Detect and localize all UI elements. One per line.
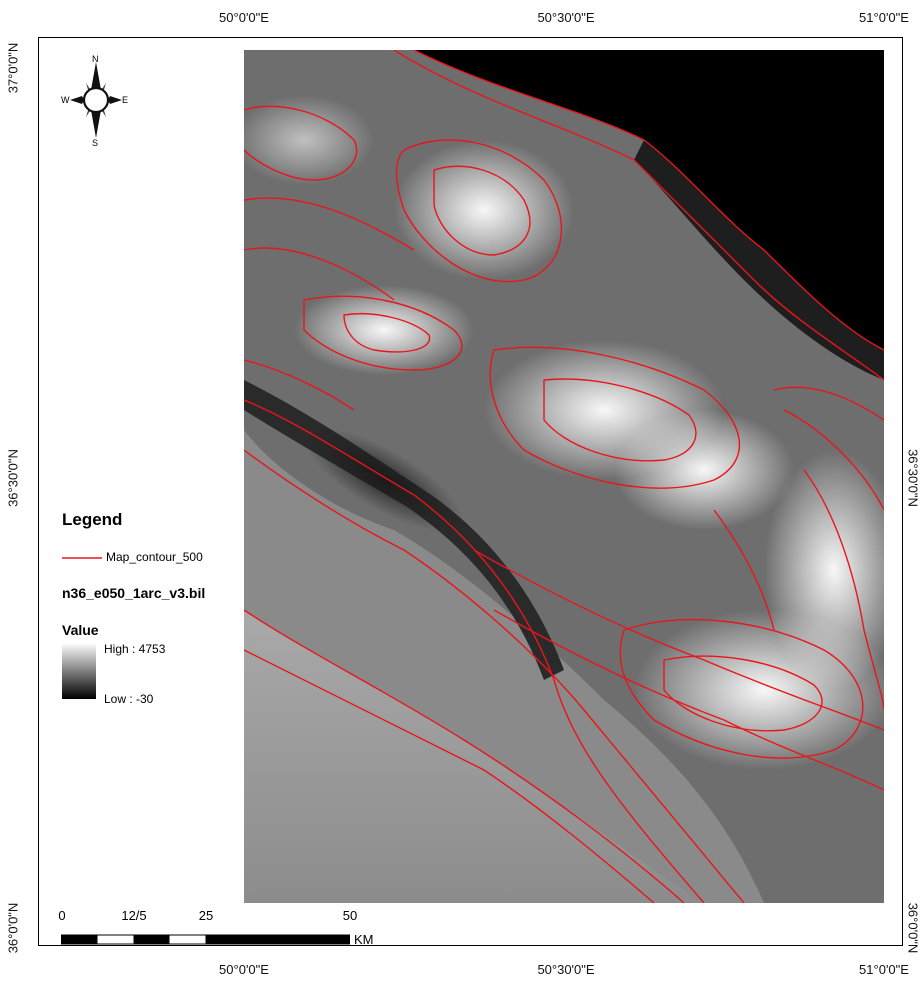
coord-top-2: 50°30'0"E <box>537 10 595 25</box>
elevation-map[interactable] <box>244 50 884 903</box>
coord-right-2: 36°0'0"N <box>905 902 921 954</box>
high-value-label: High : 4753 <box>104 642 166 656</box>
elevation-color-ramp <box>62 643 96 699</box>
raster-name: n36_e050_1arc_v3.bil <box>62 585 206 601</box>
scale-tick-0: 0 <box>58 908 66 923</box>
scale-bar <box>61 934 350 945</box>
scale-unit: KM <box>354 932 374 947</box>
coord-bottom-2: 50°30'0"E <box>537 962 595 977</box>
coord-bottom-1: 50°0'0"E <box>219 962 269 977</box>
north-label: N <box>92 54 99 64</box>
scale-tick-3: 50 <box>342 908 358 923</box>
south-label: S <box>92 138 99 148</box>
scale-tick-2: 25 <box>198 908 214 923</box>
coord-left-2: 36°30'0"N <box>5 449 21 507</box>
value-label: Value <box>62 622 99 638</box>
east-label: E <box>122 95 129 105</box>
coord-top-1: 50°0'0"E <box>219 10 269 25</box>
west-label: W <box>61 95 70 105</box>
contour-legend-line <box>62 557 102 559</box>
north-arrow-icon <box>70 62 122 138</box>
coord-top-3: 51°0'0"E <box>859 10 909 25</box>
map-frame <box>38 37 903 946</box>
coord-right-1: 36°30'0"N <box>905 449 921 507</box>
scale-tick-1: 12/5 <box>121 908 147 923</box>
coord-left-3: 36°0'0"N <box>5 902 21 954</box>
contour-lines <box>244 50 884 903</box>
coord-left-1: 37°0'0"N <box>5 42 21 94</box>
legend-title: Legend <box>62 510 123 529</box>
coord-bottom-3: 51°0'0"E <box>859 962 909 977</box>
low-value-label: Low : -30 <box>104 692 154 706</box>
contour-legend-label: Map_contour_500 <box>106 550 203 564</box>
